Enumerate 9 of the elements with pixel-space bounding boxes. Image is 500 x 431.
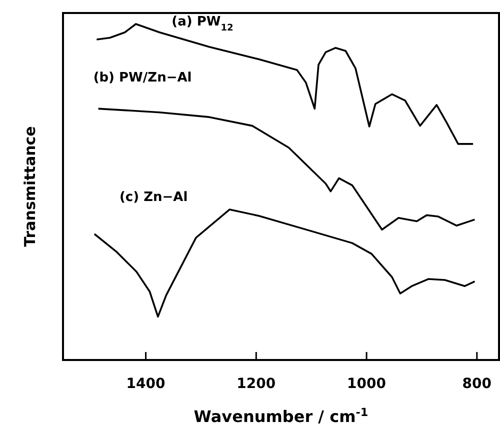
series-label: (a) PW$_{12}$ (172, 14, 234, 34)
x-tick-label: 1000 (347, 376, 386, 392)
text: (c) Zn−Al (119, 190, 188, 205)
x-tick-label: 800 (462, 376, 492, 392)
x-tick-label: 1200 (236, 376, 276, 392)
y-axis-title: Transmittance (21, 126, 39, 247)
x-axis-title: Wavenumber / cm$^{-1}$ (194, 406, 368, 426)
series-label: (b) PW/Zn−Al (93, 70, 192, 86)
x-tick-label: 1400 (126, 376, 166, 392)
